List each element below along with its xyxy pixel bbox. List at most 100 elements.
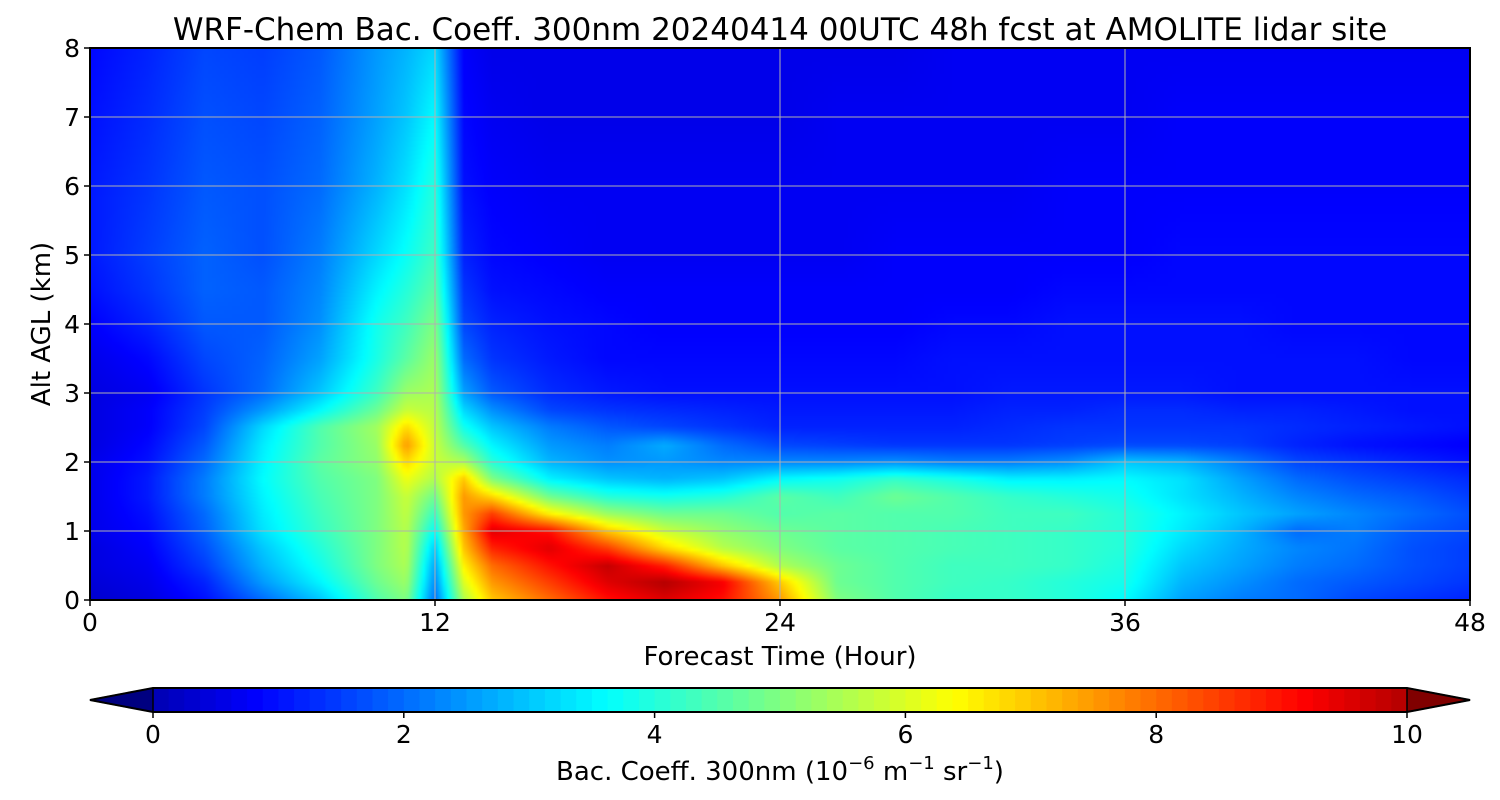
y-tick-label: 7 — [64, 103, 80, 132]
colorbar-segment — [482, 688, 499, 712]
colorbar-segment — [1109, 688, 1126, 712]
colorbar-segment — [450, 688, 468, 712]
y-tick-label: 8 — [64, 34, 80, 63]
colorbar-segment — [1344, 688, 1361, 712]
colorbar-segment — [576, 688, 593, 712]
colorbar-segment — [1203, 688, 1220, 712]
colorbar-segment — [1250, 688, 1267, 712]
y-tick-label: 4 — [64, 310, 80, 339]
colorbar-segment — [764, 688, 781, 712]
colorbar-label-exp2: −1 — [908, 753, 935, 774]
y-tick-label: 3 — [64, 379, 80, 408]
x-axis-ticks: 0 12 24 36 48 — [82, 600, 1486, 637]
colorbar-label-end: ) — [994, 757, 1004, 787]
colorbar-segment — [638, 688, 656, 712]
x-tick-label: 24 — [764, 608, 796, 637]
colorbar-segment — [1312, 688, 1330, 712]
colorbar-segment — [717, 688, 734, 712]
y-tick-label: 0 — [64, 586, 80, 615]
y-axis-ticks: 0 1 2 3 4 5 6 7 8 — [64, 34, 90, 615]
colorbar-ticks: 0 2 4 6 8 10 — [145, 712, 1423, 749]
x-tick-label: 0 — [82, 608, 98, 637]
colorbar-label-main: Bac. Coeff. 300nm (10 — [556, 757, 848, 787]
colorbar-segment — [1359, 688, 1377, 712]
colorbar-segment — [952, 688, 969, 712]
colorbar-label-mid2: sr — [935, 757, 968, 787]
colorbar-segment — [921, 688, 938, 712]
chart-title: WRF-Chem Bac. Coeff. 300nm 20240414 00UT… — [173, 12, 1387, 48]
colorbar-segment — [466, 688, 483, 712]
colorbar-segment — [278, 688, 295, 712]
colorbar-segment — [874, 688, 891, 712]
colorbar-segment — [309, 688, 327, 712]
colorbar-segment — [200, 688, 217, 712]
colorbar-segment — [889, 688, 906, 712]
colorbar-segment — [685, 688, 703, 712]
colorbar-segment — [1077, 688, 1095, 712]
colorbar-segment — [1265, 688, 1283, 712]
x-tick-label: 36 — [1109, 608, 1141, 637]
colorbar-segment — [403, 688, 421, 712]
colorbar-segment — [732, 688, 750, 712]
y-tick-label: 5 — [64, 241, 80, 270]
colorbar-segment — [1093, 688, 1110, 712]
colorbar-segment — [1218, 688, 1236, 712]
colorbar-segment — [983, 688, 1001, 712]
colorbar-segment — [1187, 688, 1204, 712]
colorbar-segment — [780, 688, 797, 712]
colorbar-tick-label: 6 — [897, 720, 913, 749]
colorbar-label: Bac. Coeff. 300nm (10−6 m−1 sr−1) — [556, 753, 1004, 787]
colorbar-segment — [184, 688, 201, 712]
colorbar-segment — [936, 688, 954, 712]
colorbar-segment — [513, 688, 530, 712]
colorbar-label-mid: m — [875, 757, 909, 787]
colorbar-segment — [1030, 688, 1048, 712]
colorbar-segment — [435, 688, 452, 712]
colorbar-segment — [999, 688, 1016, 712]
colorbar-segment — [701, 688, 718, 712]
colorbar-segment — [1375, 688, 1392, 712]
colorbar-tick-label: 2 — [396, 720, 412, 749]
colorbar-segment — [748, 688, 765, 712]
colorbar-segment — [1328, 688, 1345, 712]
colorbar-segment — [544, 688, 562, 712]
colorbar-segment — [623, 688, 640, 712]
colorbar-segment — [1234, 688, 1251, 712]
y-tick-label: 6 — [64, 172, 80, 201]
colorbar-segment — [560, 688, 577, 712]
colorbar-tick-label: 0 — [145, 720, 161, 749]
y-axis-label: Alt AGL (km) — [27, 242, 57, 406]
colorbar-segment — [372, 688, 389, 712]
x-tick-label: 48 — [1454, 608, 1486, 637]
colorbar-segment — [215, 688, 232, 712]
colorbar-segment — [247, 688, 264, 712]
colorbar-tick-label: 4 — [647, 720, 663, 749]
colorbar-segment — [1391, 688, 1408, 712]
colorbar-segment — [1171, 688, 1189, 712]
colorbar-low-extension — [89, 687, 154, 713]
colorbar-segment — [497, 688, 515, 712]
colorbar-segment — [1046, 688, 1063, 712]
colorbar-segment — [231, 688, 248, 712]
colorbar-segment — [1015, 688, 1032, 712]
y-tick-label: 1 — [64, 517, 80, 546]
colorbar-segment — [153, 688, 170, 712]
colorbar-segment — [419, 688, 436, 712]
colorbar-label-exp3: −1 — [967, 753, 994, 774]
colorbar-segment — [968, 688, 985, 712]
colorbar-segment — [388, 688, 405, 712]
colorbar-high-extension — [1406, 687, 1471, 713]
colorbar-segment — [356, 688, 374, 712]
colorbar-segment — [1140, 688, 1157, 712]
colorbar-segment — [168, 688, 185, 712]
colorbar-segment — [1297, 688, 1314, 712]
colorbar-segment — [607, 688, 624, 712]
plot-area — [89, 47, 1471, 601]
colorbar-segment — [1062, 688, 1079, 712]
colorbar-tick-label: 8 — [1148, 720, 1164, 749]
colorbar-segment — [858, 688, 875, 712]
colorbar-label-exp1: −6 — [848, 753, 875, 774]
colorbar-segment — [1124, 688, 1142, 712]
colorbar-segments — [153, 688, 1408, 712]
